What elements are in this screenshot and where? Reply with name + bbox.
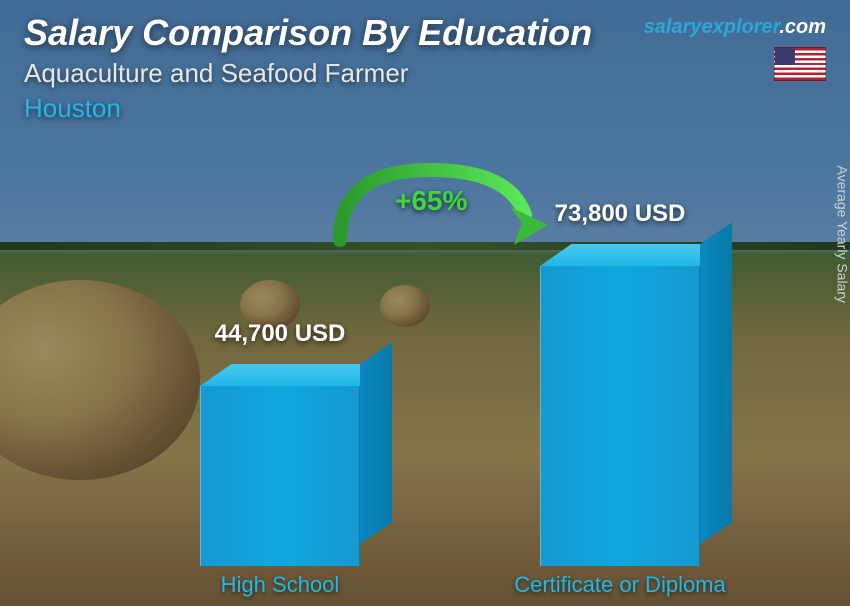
bar-value: 73,800 USD — [480, 200, 760, 228]
watermark-brand: salaryexplorer — [644, 16, 780, 38]
chart-location: Houston — [24, 93, 826, 124]
bar-side-face — [700, 222, 732, 544]
bar-front-face — [200, 386, 360, 566]
bar — [200, 386, 360, 566]
bar-label: High School — [140, 572, 420, 598]
bar-side-face — [360, 342, 392, 544]
watermark-tld: .com — [779, 16, 826, 38]
watermark: salaryexplorer.com — [644, 16, 826, 81]
bar-label: Certificate or Diploma — [480, 572, 760, 598]
flag-icon — [774, 47, 826, 81]
bar-value: 44,700 USD — [140, 320, 420, 348]
bar — [540, 266, 700, 566]
bar-chart: 44,700 USD 73,800 USD — [0, 186, 850, 566]
bar-front-face — [540, 266, 700, 566]
